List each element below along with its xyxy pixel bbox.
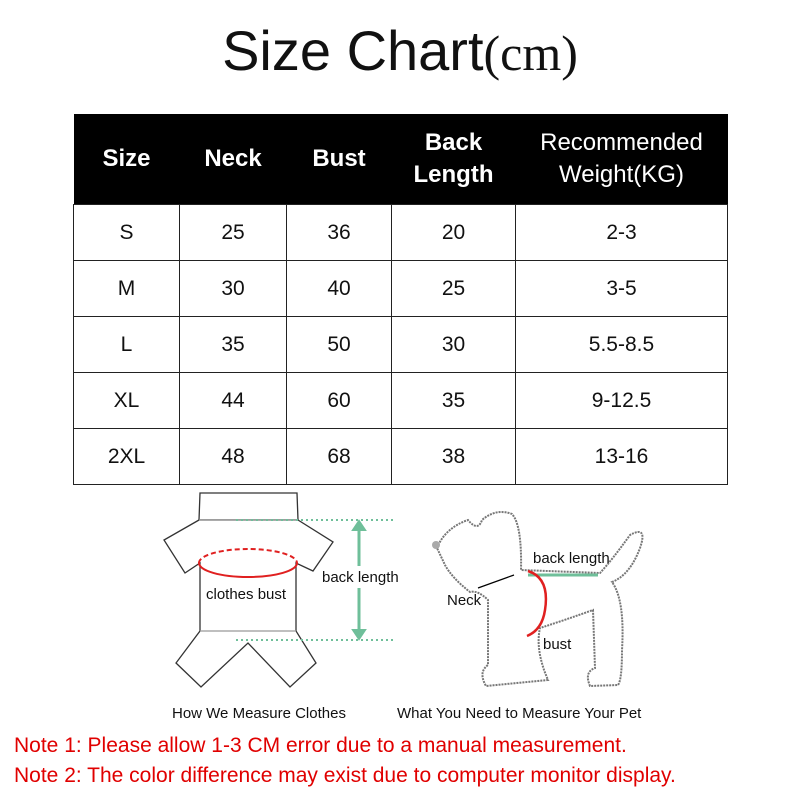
- header-weight: Recommended Weight(KG): [515, 114, 728, 205]
- table-row: M 30 40 25 3-5: [73, 260, 728, 317]
- cell-size: S: [73, 204, 180, 261]
- cell-weight: 5.5-8.5: [515, 316, 728, 373]
- cell-bust: 68: [286, 428, 392, 485]
- cell-back-length: 38: [391, 428, 516, 485]
- clothes-caption: How We Measure Clothes: [172, 705, 346, 722]
- cell-back-length: 20: [391, 204, 516, 261]
- cell-back-length: 25: [391, 260, 516, 317]
- title-unit: (cm): [483, 25, 578, 81]
- clothes-illustration: [163, 492, 334, 688]
- cell-bust: 50: [286, 316, 392, 373]
- cell-neck: 44: [179, 372, 287, 429]
- cell-back-length: 35: [391, 372, 516, 429]
- size-table: Size Neck Bust Back Length Recommended Wei…: [73, 114, 728, 485]
- pet-back-length-label: back length: [533, 550, 610, 567]
- dog-nose-icon: [432, 541, 440, 549]
- pet-neck-label: Neck: [447, 592, 482, 609]
- header-bust: Bust: [286, 114, 392, 205]
- note-2: Note 2: The color difference may exist d…: [14, 764, 676, 787]
- cell-weight: 3-5: [515, 260, 728, 317]
- cell-bust: 36: [286, 204, 392, 261]
- note-1: Note 1: Please allow 1-3 CM error due to…: [14, 734, 627, 757]
- header-neck: Neck: [179, 114, 287, 205]
- clothes-back-length-label: back length: [322, 569, 399, 586]
- header-size: Size: [73, 114, 180, 205]
- pet-bust-label: bust: [543, 636, 572, 653]
- table-header-row: Size Neck Bust Back Length Recommended Wei…: [73, 114, 728, 205]
- page-title: Size Chart(cm): [0, 18, 800, 83]
- clothes-bust-label: clothes bust: [206, 586, 287, 603]
- cell-neck: 48: [179, 428, 287, 485]
- pet-bust-line: [526, 569, 548, 638]
- header-back-length: Back Length: [391, 114, 516, 205]
- cell-neck: 30: [179, 260, 287, 317]
- table-row: S 25 36 20 2-3: [73, 204, 728, 261]
- cell-neck: 35: [179, 316, 287, 373]
- pet-caption: What You Need to Measure Your Pet: [397, 705, 642, 722]
- neck-arrow: [477, 574, 515, 589]
- dog-illustration: [435, 511, 644, 688]
- cell-weight: 9-12.5: [515, 372, 728, 429]
- cell-weight: 2-3: [515, 204, 728, 261]
- cell-bust: 40: [286, 260, 392, 317]
- table-row: 2XL 48 68 38 13-16: [73, 428, 728, 485]
- cell-weight: 13-16: [515, 428, 728, 485]
- clothes-bust-ellipse: [198, 548, 298, 578]
- cell-size: 2XL: [73, 428, 180, 485]
- title-text: Size Chart: [222, 19, 484, 82]
- cell-neck: 25: [179, 204, 287, 261]
- back-length-guides: [236, 519, 395, 641]
